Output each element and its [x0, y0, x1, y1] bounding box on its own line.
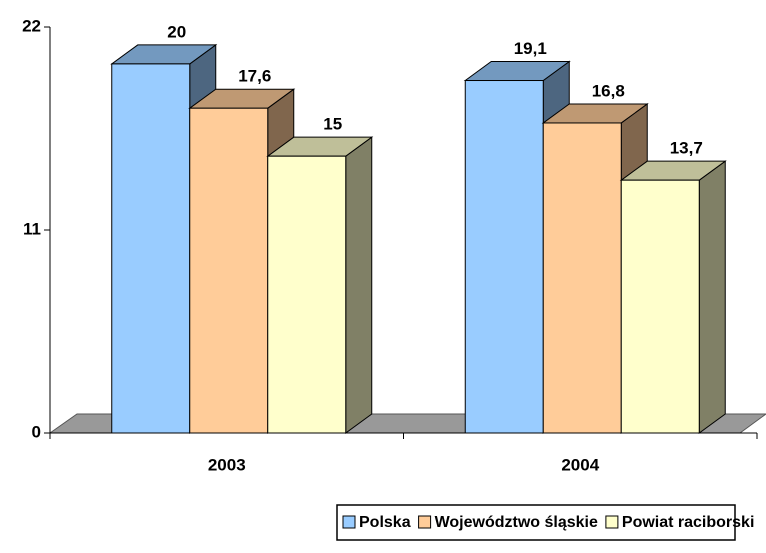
legend-swatch: [605, 515, 619, 529]
y-tick-label: 0: [32, 422, 41, 441]
legend-box: [336, 504, 736, 541]
x-tick-label: 2004: [561, 455, 599, 474]
legend-label: Polska: [359, 514, 411, 531]
legend-label: Powiat raciborski: [622, 514, 755, 531]
legend-swatch: [418, 515, 432, 529]
y-tick-label: 22: [22, 16, 41, 35]
x-tick-label: 2003: [208, 455, 246, 474]
bar-front: [620, 179, 700, 434]
legend: Polska Województwo śląskie Powiat racibors…: [336, 504, 755, 541]
data-label: 13,7: [670, 139, 703, 158]
bar-front: [111, 63, 191, 434]
bar-side: [345, 136, 373, 434]
bar-front: [267, 155, 347, 434]
data-label: 15: [323, 115, 342, 134]
bar-front: [464, 80, 544, 434]
bar: [266, 136, 374, 434]
bar-side: [698, 160, 726, 434]
data-label: 16,8: [592, 81, 625, 100]
legend-swatch: [342, 515, 356, 529]
y-tick-label: 11: [23, 219, 41, 238]
bar-front: [189, 107, 269, 434]
data-label: 17,6: [238, 67, 271, 86]
data-label: 19,1: [514, 39, 547, 58]
bar-front: [542, 122, 622, 434]
legend-label: Województwo śląskie: [435, 514, 598, 531]
bar: [619, 160, 727, 434]
data-label: 20: [167, 22, 186, 41]
